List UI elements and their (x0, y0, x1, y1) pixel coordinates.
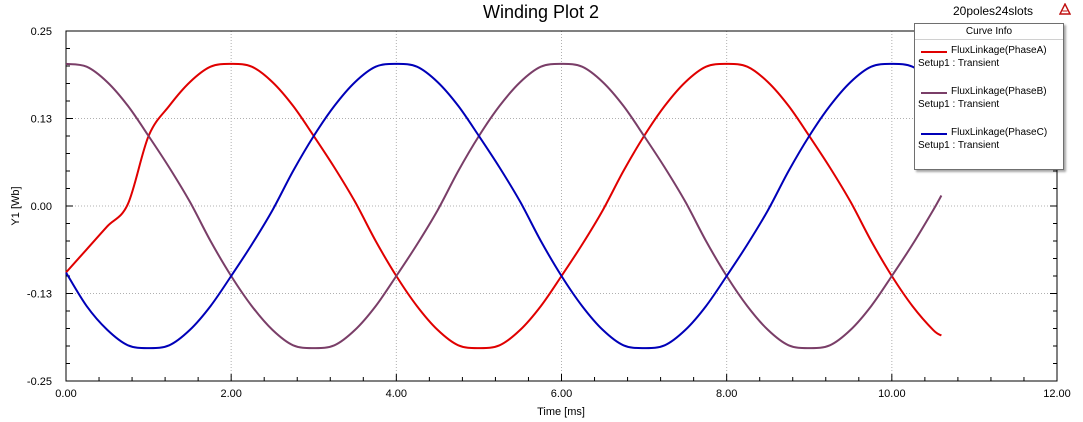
y-tick-label: 0.00 (31, 201, 52, 213)
legend-title: Curve Info (915, 24, 1063, 40)
x-tick-label: 2.00 (220, 388, 241, 400)
ansys-logo-icon (1059, 3, 1071, 15)
legend-entry-phaseb[interactable]: FluxLinkage(PhaseB) Setup1 : Transient (915, 81, 1063, 122)
series-line-fluxlinkage-phasec-[interactable] (65, 62, 934, 350)
series-layer (65, 62, 943, 350)
design-name-label: 20poles24slots (953, 4, 1034, 18)
legend-swatch-phasec (921, 133, 947, 135)
curve-info-legend[interactable]: Curve Info FluxLinkage(PhaseA) Setup1 : … (914, 23, 1064, 170)
legend-entry-phasea[interactable]: FluxLinkage(PhaseA) Setup1 : Transient (915, 40, 1063, 81)
x-axis-label: Time [ms] (537, 406, 585, 418)
x-tick-label: 6.00 (551, 388, 572, 400)
legend-swatch-phasea (921, 51, 947, 53)
x-tick-label: 10.00 (878, 388, 906, 400)
x-tick-label: 0.00 (55, 388, 76, 400)
series-line-fluxlinkage-phaseb-[interactable] (65, 62, 943, 350)
x-tick-label: 4.00 (386, 388, 407, 400)
x-tick-label: 12.00 (1043, 388, 1071, 400)
axis-ticks: 0.00 2.00 4.00 6.00 8.00 10.00 12.00 0.25 0.13 0.… (27, 26, 1071, 400)
y-tick-label: -0.13 (27, 289, 52, 301)
y-axis-label: Y1 [Wb] (10, 186, 22, 225)
legend-entry-phasec[interactable]: FluxLinkage(PhaseC) Setup1 : Transient (915, 122, 1063, 163)
y-tick-label: -0.25 (27, 376, 52, 388)
y-tick-label: 0.13 (31, 114, 52, 126)
x-tick-label: 8.00 (716, 388, 737, 400)
legend-sub-phasec: Setup1 : Transient (918, 140, 1000, 151)
grid-lines (66, 31, 1057, 381)
series-line-fluxlinkage-phasea-[interactable] (65, 62, 942, 350)
legend-sub-phaseb: Setup1 : Transient (918, 99, 1000, 110)
legend-sub-phasea: Setup1 : Transient (918, 58, 1000, 69)
y-tick-label: 0.25 (31, 26, 52, 38)
legend-label-phasea: FluxLinkage(PhaseA) (951, 45, 1047, 56)
chart-title: Winding Plot 2 (483, 2, 599, 22)
legend-label-phaseb: FluxLinkage(PhaseB) (951, 86, 1047, 97)
legend-label-phasec: FluxLinkage(PhaseC) (951, 127, 1048, 138)
legend-swatch-phaseb (921, 92, 947, 94)
